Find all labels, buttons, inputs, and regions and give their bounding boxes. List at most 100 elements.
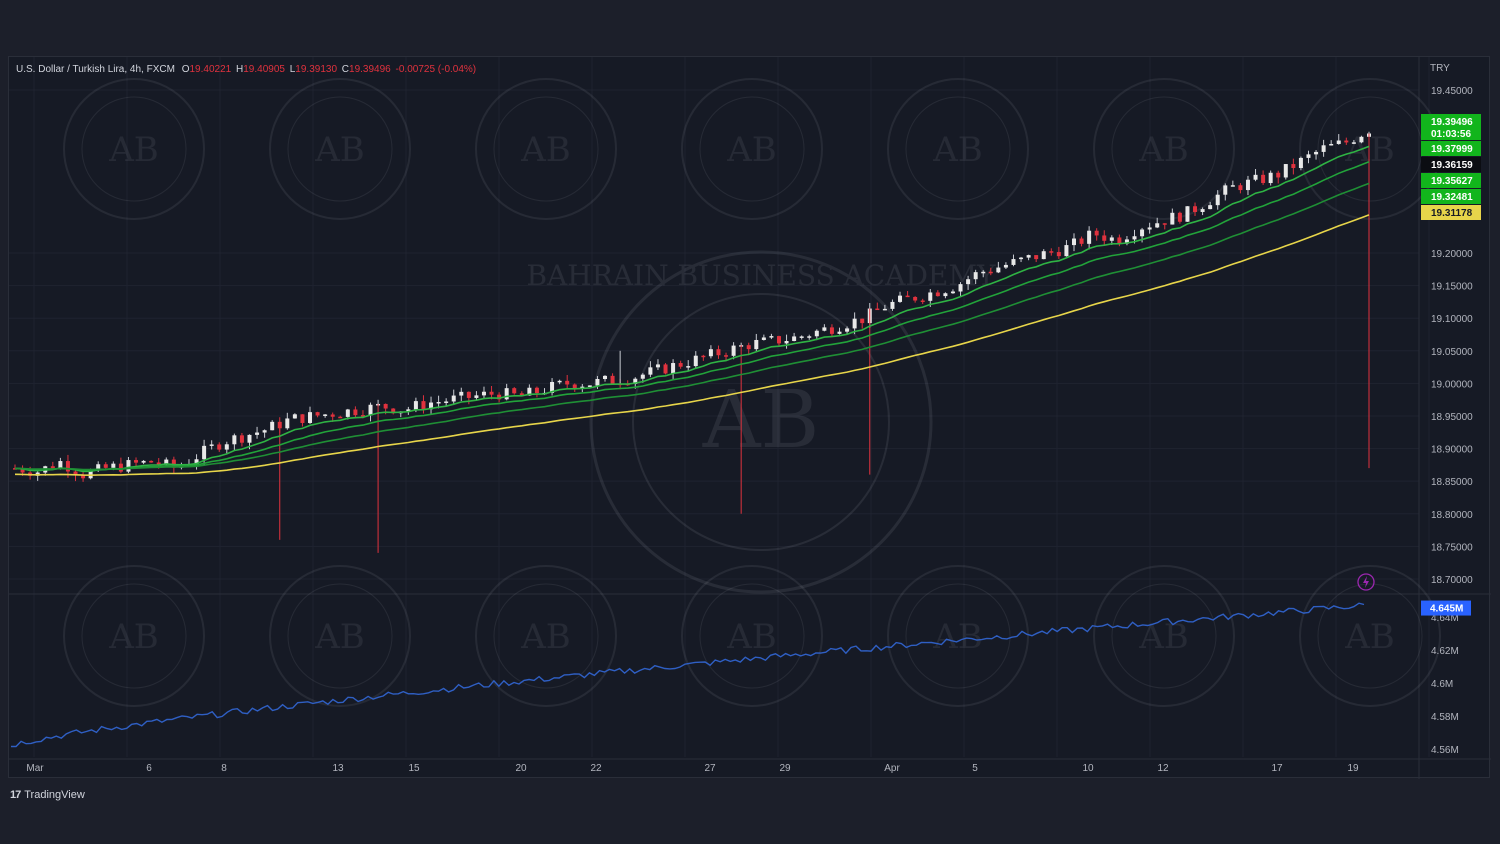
candle-body [65, 461, 70, 472]
high-label: H [236, 64, 244, 75]
candle-body [1336, 140, 1341, 144]
price-tag-value: 19.35627 [1431, 176, 1473, 187]
candle-body [981, 271, 986, 274]
candle-body [852, 318, 857, 329]
watermark-monogram: AB [726, 617, 777, 657]
ema-fast-line [14, 145, 1370, 473]
candle-body [1268, 172, 1273, 184]
time-tick-label: 6 [146, 763, 152, 774]
candle-body [217, 444, 222, 450]
close-label: C [341, 64, 350, 75]
candle-body [822, 327, 827, 331]
candle-body [406, 409, 411, 412]
volume-axis: 4.64M 4.62M 4.6M 4.58M 4.56M 4.645M [1421, 600, 1471, 756]
time-tick-label: 8 [221, 763, 227, 774]
watermark-seal-ring [1317, 583, 1423, 689]
candle-body [103, 464, 108, 468]
watermark-seal-ring [287, 96, 393, 202]
watermark-monogram: AB [1138, 130, 1189, 170]
time-tick-label: 13 [332, 763, 344, 774]
candle-body [928, 292, 933, 301]
candle-body [905, 295, 910, 298]
watermark-monogram: AB [314, 617, 365, 657]
candle-body [1321, 145, 1326, 152]
volume-tick-label: 4.6M [1431, 679, 1453, 690]
candle-body [701, 355, 706, 358]
watermark-monogram: AB [520, 617, 571, 657]
candle-body [814, 330, 819, 337]
candle-body [1283, 164, 1288, 178]
price-tick-label: 18.85000 [1431, 477, 1473, 488]
candle-body [1140, 229, 1145, 237]
currency-label: TRY [1430, 63, 1450, 74]
watermark-seal-icon [681, 565, 823, 707]
candle-body [1109, 237, 1114, 241]
ema-mid-line [14, 161, 1370, 471]
watermark-monogram: AB [726, 130, 777, 170]
price-tick-label: 18.80000 [1431, 510, 1473, 521]
close-value: 19.39496 [349, 64, 391, 75]
tradingview-brand[interactable]: 17 TradingView [10, 789, 85, 801]
watermark-seal-icon [1299, 565, 1441, 707]
candle-body [466, 391, 471, 398]
price-axis: 19.45000 19.20000 19.15000 19.10000 19.05000… [1431, 86, 1473, 586]
candle-body [1132, 236, 1137, 240]
watermark-monogram: AB [108, 617, 159, 657]
candle-body [202, 445, 207, 460]
ema-slow-line [14, 182, 1370, 471]
candle-body [557, 380, 562, 383]
price-tag-value: 19.31178 [1431, 208, 1473, 219]
candle-body [565, 380, 570, 385]
candle-body [315, 412, 320, 416]
candle-body [769, 336, 774, 338]
candle-body [126, 460, 131, 472]
watermark-seal-icon [269, 78, 411, 220]
candle-body [421, 401, 426, 410]
low-value: 19.39130 [295, 64, 338, 75]
candle-body [118, 463, 123, 472]
candle-body [988, 271, 993, 274]
candle-body [489, 391, 494, 395]
candle-body [474, 395, 479, 398]
watermark-monogram: AB [314, 130, 365, 170]
watermark-seal-icon [887, 565, 1029, 707]
candle-body [1162, 223, 1167, 225]
watermark-seal-ring [1111, 96, 1217, 202]
candle-body [799, 336, 804, 338]
candle-body [534, 387, 539, 394]
volume-tick-label: 4.64M [1431, 613, 1459, 624]
price-tick-label: 18.75000 [1431, 542, 1473, 553]
candle-body [96, 464, 101, 471]
candle-body [50, 466, 55, 469]
chart-frame[interactable]: AB AB AB AB AB AB AB AB AB AB AB AB AB AB AB BAHRAIN BU… [8, 56, 1491, 779]
candle-body [1253, 174, 1258, 180]
watermark-seal-ring [1111, 583, 1217, 689]
candle-body [194, 459, 199, 464]
low-label: L [289, 64, 296, 75]
candle-body [693, 355, 698, 367]
candle-body [640, 374, 645, 379]
symbol-label[interactable]: U.S. Dollar / Turkish Lira, 4h, FXCM [16, 64, 175, 75]
time-tick-label: 22 [590, 763, 602, 774]
candle-body [149, 460, 154, 463]
candle-body [920, 300, 925, 303]
candle-body [285, 418, 290, 429]
watermark-seal-icon [1093, 78, 1235, 220]
price-tick-label: 19.00000 [1431, 379, 1473, 390]
watermark-seal-icon [63, 78, 205, 220]
candle-body [368, 404, 373, 416]
watermark-seal-icon [475, 78, 617, 220]
candle-body [497, 394, 502, 400]
candle-body [330, 414, 335, 417]
watermark-seal-icon [681, 78, 823, 220]
candle-body [1359, 136, 1364, 143]
candle-body [784, 340, 789, 344]
candle-body [1071, 238, 1076, 246]
candle-body [776, 336, 781, 344]
candle-body [1155, 223, 1160, 228]
candle-body [648, 367, 653, 375]
watermark-monogram: AB [702, 373, 820, 466]
candle-body [58, 461, 63, 469]
